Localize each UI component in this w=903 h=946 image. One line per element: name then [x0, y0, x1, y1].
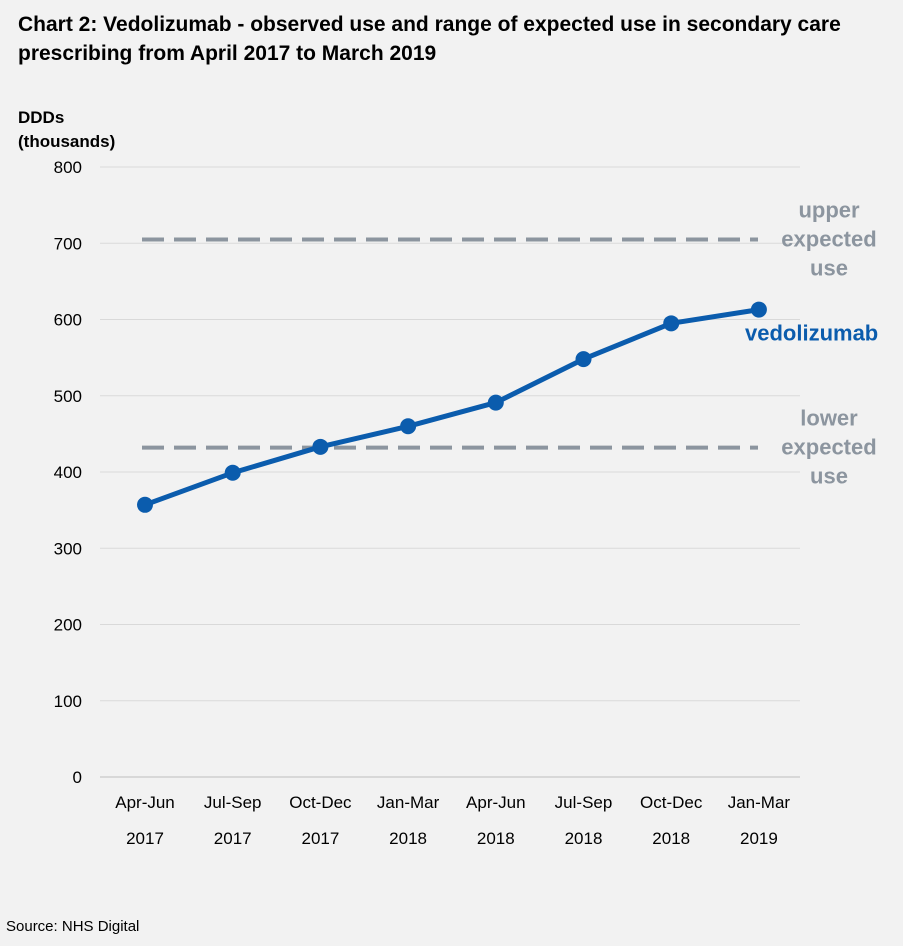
- data-point: [224, 464, 241, 481]
- data-point: [400, 418, 417, 435]
- y-tick-label: 700: [54, 234, 82, 253]
- data-point: [487, 394, 504, 411]
- data-point: [137, 496, 153, 513]
- x-tick-label-year: 2017: [214, 829, 252, 848]
- y-tick-label: 100: [54, 692, 82, 711]
- y-tick-label: 200: [54, 616, 82, 635]
- x-tick-label-year: 2018: [477, 829, 515, 848]
- x-tick-label: Apr-Jun: [115, 793, 175, 812]
- x-tick-label: Jan-Mar: [377, 793, 440, 812]
- series-line: [142, 307, 762, 508]
- source-note: Source: NHS Digital: [6, 918, 140, 935]
- x-tick-label-year: 2019: [740, 829, 778, 848]
- x-tick-label-year: 2018: [565, 829, 603, 848]
- y-tick-label: 400: [54, 463, 82, 482]
- y-tick-label: 0: [73, 768, 82, 787]
- reference-line-label: lower: [800, 406, 858, 431]
- y-tick-label: 600: [54, 311, 82, 330]
- x-tick-label: Jul-Sep: [204, 793, 262, 812]
- y-tick-label: 500: [54, 387, 82, 406]
- x-tick-label: Apr-Jun: [466, 793, 526, 812]
- y-axis-label-line-2: (thousands): [18, 132, 116, 151]
- reference-line-label: expected: [781, 226, 876, 251]
- data-point: [312, 438, 329, 455]
- series-label: vedolizumab: [745, 321, 878, 346]
- x-tick-label: Oct-Dec: [289, 793, 352, 812]
- x-tick-label-year: 2017: [126, 829, 164, 848]
- x-tick-label: Jul-Sep: [555, 793, 613, 812]
- reference-line-label: expected: [781, 435, 876, 460]
- x-tick-label: Jan-Mar: [728, 793, 791, 812]
- x-tick-label-year: 2018: [652, 829, 690, 848]
- x-tick-label: Oct-Dec: [640, 793, 703, 812]
- y-axis-label-line-1: DDDs: [18, 108, 65, 127]
- data-point: [575, 351, 592, 368]
- y-tick-label: 800: [54, 158, 82, 177]
- reference-line-label: use: [810, 255, 848, 280]
- chart-title: Chart 2: Vedolizumab - observed use and …: [18, 13, 841, 65]
- x-tick-label-year: 2017: [301, 829, 339, 848]
- reference-line-label: use: [810, 464, 848, 489]
- reference-line-label: upper: [798, 197, 860, 222]
- x-tick-label-year: 2018: [389, 829, 427, 848]
- y-tick-label: 300: [54, 539, 82, 558]
- data-point: [750, 301, 767, 318]
- data-point: [663, 315, 680, 332]
- y-axis-label: DDDs (thousands): [18, 106, 115, 154]
